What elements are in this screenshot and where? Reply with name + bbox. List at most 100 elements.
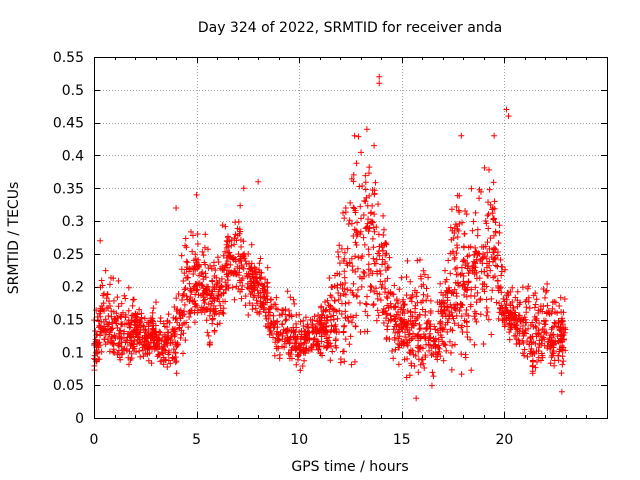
data-point	[490, 179, 497, 186]
data-point	[181, 311, 188, 318]
data-point	[273, 294, 280, 301]
data-point	[461, 285, 468, 292]
data-point	[157, 358, 164, 365]
data-point	[220, 252, 227, 259]
data-point	[484, 309, 491, 316]
data-point	[308, 344, 315, 351]
data-point	[178, 296, 185, 303]
data-point	[462, 354, 469, 361]
data-point	[121, 292, 128, 299]
data-point	[483, 296, 490, 303]
data-point	[358, 283, 365, 290]
data-point	[385, 304, 392, 311]
data-point	[407, 350, 414, 357]
data-point	[283, 329, 290, 336]
data-point	[541, 294, 548, 301]
data-point	[165, 351, 172, 358]
data-point	[260, 282, 267, 289]
data-point	[498, 302, 505, 309]
data-point	[224, 281, 231, 288]
data-point	[220, 310, 227, 317]
data-point	[194, 240, 201, 247]
data-point	[491, 132, 498, 139]
data-point	[116, 333, 123, 340]
data-point	[214, 295, 221, 302]
data-point	[242, 293, 249, 300]
data-point	[106, 348, 113, 355]
data-point	[202, 231, 209, 238]
data-point	[304, 323, 311, 330]
data-point	[326, 308, 333, 315]
data-point	[467, 243, 474, 250]
data-point	[489, 287, 496, 294]
data-point	[145, 357, 152, 364]
y-tick-label: 0.4	[62, 148, 84, 164]
data-point	[364, 293, 371, 300]
data-point	[388, 303, 395, 310]
data-point	[271, 352, 278, 359]
data-point	[520, 317, 527, 324]
data-point	[356, 273, 363, 280]
data-point	[165, 311, 172, 318]
data-point	[173, 358, 180, 365]
data-point	[349, 263, 356, 270]
data-point	[297, 340, 304, 347]
data-point	[191, 263, 198, 270]
data-point	[109, 325, 116, 332]
data-point	[417, 256, 424, 263]
data-point	[371, 211, 378, 218]
data-point	[134, 317, 141, 324]
data-point	[524, 353, 531, 360]
data-point	[339, 209, 346, 216]
data-point	[342, 336, 349, 343]
data-point	[503, 106, 510, 113]
data-point	[102, 331, 109, 338]
data-point	[97, 313, 104, 320]
data-point	[250, 294, 257, 301]
data-point	[449, 227, 456, 234]
data-point	[414, 332, 421, 339]
data-point	[184, 296, 191, 303]
data-point	[379, 281, 386, 288]
data-point	[459, 302, 466, 309]
data-point	[113, 310, 120, 317]
data-point	[172, 359, 179, 366]
data-point	[459, 219, 466, 226]
data-point	[108, 308, 115, 315]
data-point	[549, 305, 556, 312]
data-point	[447, 301, 454, 308]
data-point	[147, 315, 154, 322]
data-point	[394, 308, 401, 315]
data-point	[238, 262, 245, 269]
data-point	[540, 286, 547, 293]
data-point	[483, 304, 490, 311]
data-point	[404, 257, 411, 264]
data-point	[230, 256, 237, 263]
data-point	[263, 309, 270, 316]
data-point	[111, 332, 118, 339]
data-point	[252, 305, 259, 312]
data-point	[353, 292, 360, 299]
data-point	[451, 341, 458, 348]
data-point	[461, 257, 468, 264]
data-point	[469, 227, 476, 234]
y-tick-label: 0.5	[62, 83, 84, 99]
data-point	[276, 337, 283, 344]
data-point	[165, 329, 172, 336]
data-point	[336, 307, 343, 314]
data-point	[392, 329, 399, 336]
data-point	[125, 320, 132, 327]
data-point	[187, 307, 194, 314]
data-point	[242, 258, 249, 265]
data-point	[425, 341, 432, 348]
data-point	[372, 285, 379, 292]
x-tick-label: 5	[192, 432, 201, 448]
data-point	[211, 311, 218, 318]
data-point	[396, 314, 403, 321]
data-point	[290, 296, 297, 303]
data-point	[162, 333, 169, 340]
data-point	[456, 308, 463, 315]
data-point	[256, 269, 263, 276]
data-point	[131, 337, 138, 344]
